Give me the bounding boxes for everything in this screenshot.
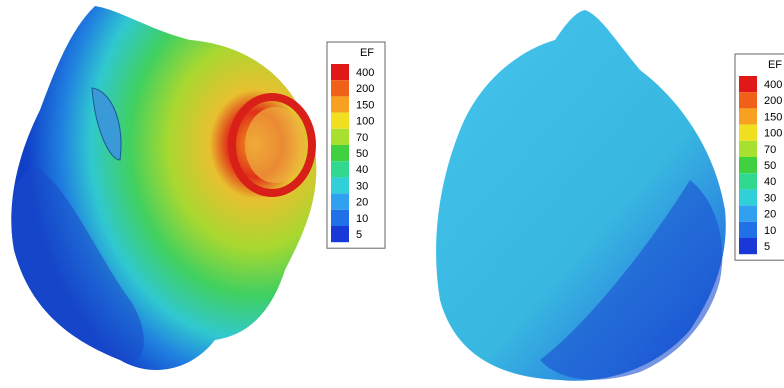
legend-label: 20 (356, 197, 368, 209)
legend-label: 50 (764, 160, 776, 172)
legend-label: 400 (764, 79, 782, 91)
legend-swatch (739, 206, 757, 222)
legend-swatch (739, 108, 757, 124)
legend-label: 10 (764, 225, 776, 237)
legend-label: 200 (764, 95, 782, 107)
legend-title: EF (768, 59, 782, 71)
figure: EF 400 200 150 100 70 50 40 30 20 10 5 EF 400 200 150 10… (0, 0, 784, 388)
legend-label: 100 (356, 116, 374, 128)
legend-swatch (739, 157, 757, 173)
legend-label: 400 (356, 67, 374, 79)
legend-label: 5 (356, 229, 362, 241)
legend-swatch (331, 96, 349, 112)
legend-swatch (739, 189, 757, 205)
legend-label: 150 (356, 99, 374, 111)
legend-swatch (739, 238, 757, 254)
legend-swatch (331, 129, 349, 145)
legend-swatch (331, 177, 349, 193)
legend-swatch (331, 145, 349, 161)
legend-swatch (739, 125, 757, 141)
legend-swatch (331, 194, 349, 210)
legend-label: 10 (356, 213, 368, 225)
hot-spot (245, 107, 305, 183)
legend-label: 5 (764, 241, 770, 253)
legend-label: 30 (356, 180, 368, 192)
legend-swatch (739, 76, 757, 92)
legend-swatch (331, 226, 349, 242)
legend-swatch (739, 92, 757, 108)
legend-label: 70 (764, 144, 776, 156)
legend-swatch (331, 210, 349, 226)
legend-swatch (739, 173, 757, 189)
legend-swatch (739, 141, 757, 157)
legend-label: 70 (356, 132, 368, 144)
legend-label: 20 (764, 209, 776, 221)
legend-swatch (739, 222, 757, 238)
legend-label: 30 (764, 192, 776, 204)
legend-swatch (331, 64, 349, 80)
legend-title: EF (360, 47, 374, 59)
legend-swatch (331, 80, 349, 96)
legend-swatch (331, 113, 349, 129)
legend-label: 100 (764, 128, 782, 140)
legend-swatch (331, 161, 349, 177)
legend-label: 200 (356, 83, 374, 95)
legend-label: 40 (356, 164, 368, 176)
legend-label: 40 (764, 176, 776, 188)
legend-label: 50 (356, 148, 368, 160)
legend-label: 150 (764, 111, 782, 123)
